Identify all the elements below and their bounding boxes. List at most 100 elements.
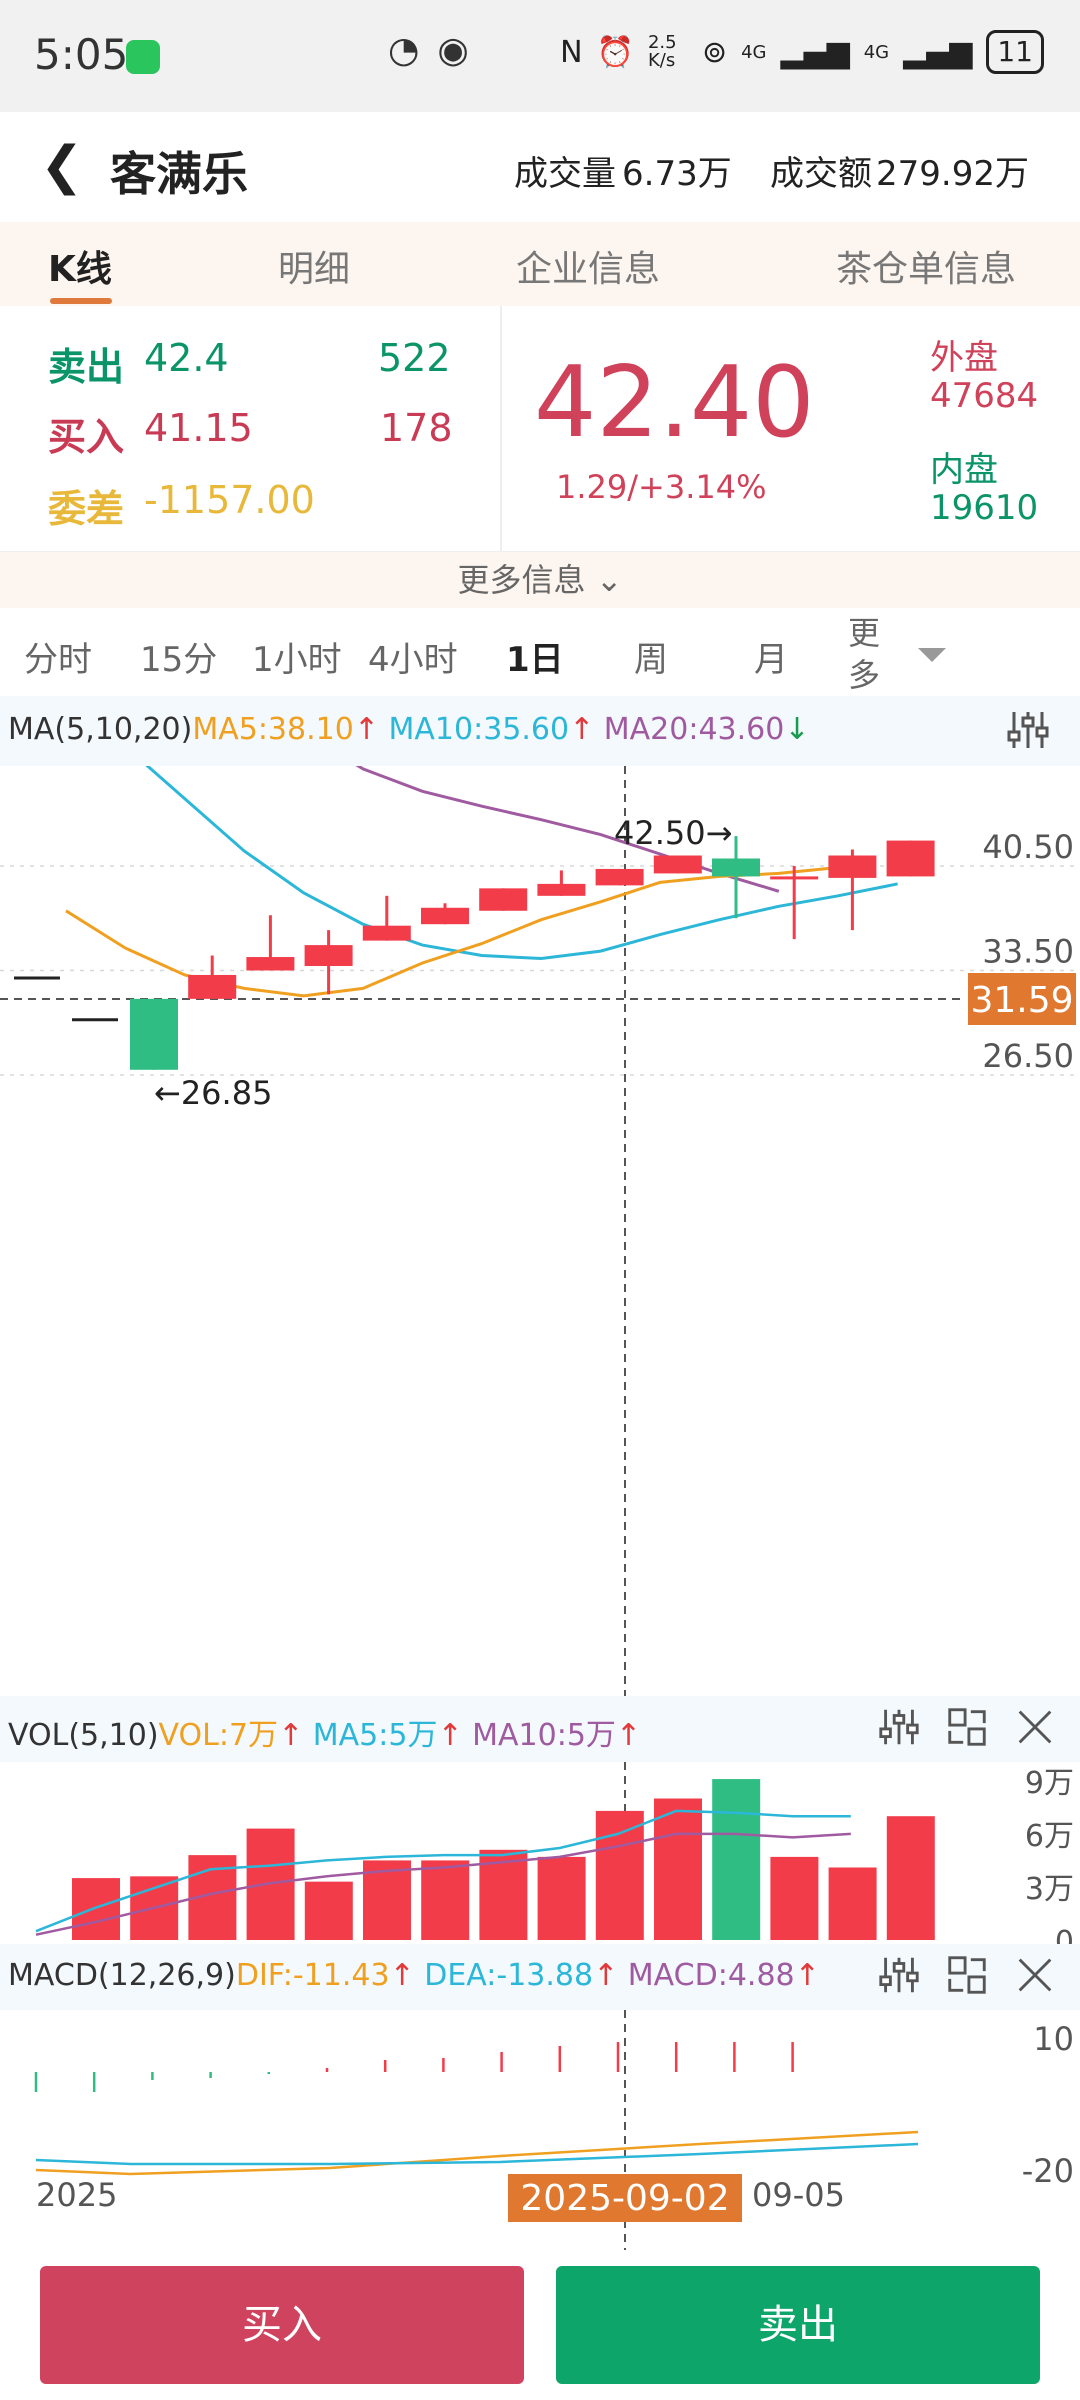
signal-label-2: 4G [863, 41, 890, 63]
outer-label: 外盘 [930, 338, 998, 378]
period-more[interactable]: 更 多 [848, 614, 881, 694]
crosshair-date-box [508, 2174, 742, 2222]
buy-button[interactable]: 买入 [40, 2266, 524, 2384]
period-4hour[interactable]: 4小时 [368, 640, 458, 680]
candle-body [304, 945, 353, 966]
period-week[interactable]: 周 [634, 640, 668, 680]
indicator-settings-icon[interactable] [876, 1952, 922, 1998]
macd-tools [876, 1952, 1058, 1998]
candle-body [828, 855, 877, 878]
vol-name: VOL(5,10) [8, 1718, 159, 1753]
period-15min[interactable]: 15分 [140, 640, 218, 680]
ma5-line [65, 866, 839, 998]
up-arrow-icon: ↑ [794, 1958, 820, 1993]
candle-body [653, 855, 702, 874]
period-timeshare[interactable]: 分时 [24, 640, 92, 680]
eye-icon: ◉ [437, 30, 469, 71]
volume-bar [595, 1810, 644, 1940]
volume-chart[interactable]: 9万 6万 3万 0 [0, 1762, 1080, 1944]
switch-indicator-icon[interactable] [944, 1704, 990, 1750]
close-icon[interactable] [1012, 1952, 1058, 1998]
dropdown-arrow-icon[interactable] [918, 648, 946, 662]
vol-ma5: MA5:5万 [312, 1718, 438, 1753]
candle-body [188, 974, 237, 999]
back-icon[interactable]: ❮ [40, 136, 84, 196]
ma20-line [355, 766, 780, 893]
macd-name: MACD(12,26,9) [8, 1958, 236, 1993]
battery-icon: 11 [986, 30, 1044, 74]
tab-kline[interactable]: K线 [48, 249, 112, 290]
volume-bar [72, 1878, 120, 1940]
ma-name: MA(5,10,20) [8, 712, 193, 747]
wechat-icon [126, 40, 160, 74]
period-selector: 分时 15分 1小时 4小时 1日 周 月 更 多 [0, 608, 1080, 696]
switch-indicator-icon[interactable] [944, 1952, 990, 1998]
volume-bar [654, 1798, 702, 1940]
tab-detail[interactable]: 明细 [278, 249, 351, 290]
diff-value: -1157.00 [144, 478, 315, 522]
sell-qty: 522 [378, 336, 451, 380]
ma20-value: MA20:43.60 [603, 712, 785, 747]
up-arrow-icon: ↑ [615, 1718, 642, 1753]
status-right-icons: N ⏰ 2.5 K/s ⊚ 4G ▂▄▆ 4G ▂▄▆ 11 [560, 30, 1044, 74]
ma10-value: MA10:35.60 [388, 712, 570, 747]
kline-chart[interactable]: 63.0054.5047.5040.5033.5026.5031.5942.50… [0, 766, 1080, 1706]
net-speed: 2.5 K/s [647, 32, 677, 71]
tab-company-info[interactable]: 企业信息 [516, 249, 661, 290]
macd-chart[interactable]: 10 -20 2025 09-05 2025-09-02 [0, 2010, 1080, 2250]
vol-ma10: MA10:5万 [472, 1718, 616, 1753]
volume-axis-label: 3万 [1025, 1872, 1074, 1907]
volume-axis-label: 9万 [1025, 1766, 1074, 1801]
period-1hour[interactable]: 1小时 [252, 640, 342, 680]
macd-value: MACD:4.88 [627, 1958, 795, 1993]
tab-warehouse-receipt[interactable]: 茶仓单信息 [836, 249, 1017, 290]
up-arrow-icon: ↑ [593, 1958, 628, 1993]
indicator-settings-icon[interactable] [1004, 706, 1052, 754]
candle-body [246, 957, 295, 971]
vol-indicator-bar: VOL(5,10)VOL:7万↑ MA5:5万↑ MA10:5万↑ [0, 1696, 1080, 1762]
outer-value: 47684 [930, 376, 1039, 416]
more-info-label: 更多信息 [457, 561, 586, 599]
period-month[interactable]: 月 [754, 640, 788, 680]
macd-axis-label: 10 [1033, 2020, 1074, 2058]
signal-label-1: 4G [741, 41, 767, 63]
vol-ma10-line [35, 1832, 851, 1936]
sell-button[interactable]: 卖出 [556, 2266, 1040, 2384]
up-arrow-icon: ↑ [437, 1718, 473, 1753]
volume-bar [770, 1856, 819, 1940]
buy-qty: 178 [380, 406, 453, 450]
more-info-toggle[interactable]: 更多信息 ⌄ [0, 552, 1080, 608]
price-axis-label: 40.50 [982, 828, 1074, 866]
crosshair-price-box [968, 972, 1076, 1025]
vol-ma5-line [35, 1809, 851, 1933]
alarm-icon: ⏰ [596, 34, 634, 70]
vol-tools [876, 1704, 1058, 1750]
main-tabs: K线 明细 企业信息 茶仓单信息 [0, 222, 1080, 306]
indicator-settings-icon[interactable] [876, 1704, 922, 1750]
status-mid-icons: ◔ ◉ [388, 30, 469, 71]
speed-icon: ◔ [388, 30, 420, 71]
vol-indicator-text: VOL(5,10)VOL:7万↑ MA5:5万↑ MA10:5万↑ [8, 1710, 641, 1754]
candle-body [886, 840, 935, 877]
volume-label: 成交量 [514, 154, 616, 194]
volume-bar [886, 1816, 935, 1940]
crosshair-date-label: 2025-09-02 [520, 2178, 729, 2219]
volume-axis-label: 6万 [1025, 1819, 1074, 1854]
max-price-label: 42.50→ [614, 814, 732, 852]
status-bar: 5:05 ◔ ◉ N ⏰ 2.5 K/s ⊚ 4G ▂▄▆ 4G ▂▄▆ 11 [0, 0, 1080, 112]
close-icon[interactable] [1012, 1704, 1058, 1750]
ma10-line [145, 766, 898, 961]
period-1day[interactable]: 1日 [506, 640, 564, 680]
volume-bar [363, 1860, 411, 1940]
macd-axis-label: -20 [1022, 2152, 1074, 2190]
crosshair-price-label: 31.59 [970, 980, 1073, 1021]
macd-dea: DEA:-13.88 [424, 1958, 594, 1993]
sell-label: 卖出 [48, 345, 125, 389]
quote-panel: 卖出 42.4 522 买入 41.15 178 委差 -1157.00 42.… [0, 306, 1080, 552]
candle-body [537, 883, 586, 896]
macd-dea-line [35, 2142, 919, 2166]
clock: 5:05 [34, 30, 129, 79]
page-title: 客满乐 [110, 147, 248, 201]
turnover-value: 279.92万 [876, 154, 1029, 194]
price-change: 1.29/+3.14% [556, 468, 767, 506]
